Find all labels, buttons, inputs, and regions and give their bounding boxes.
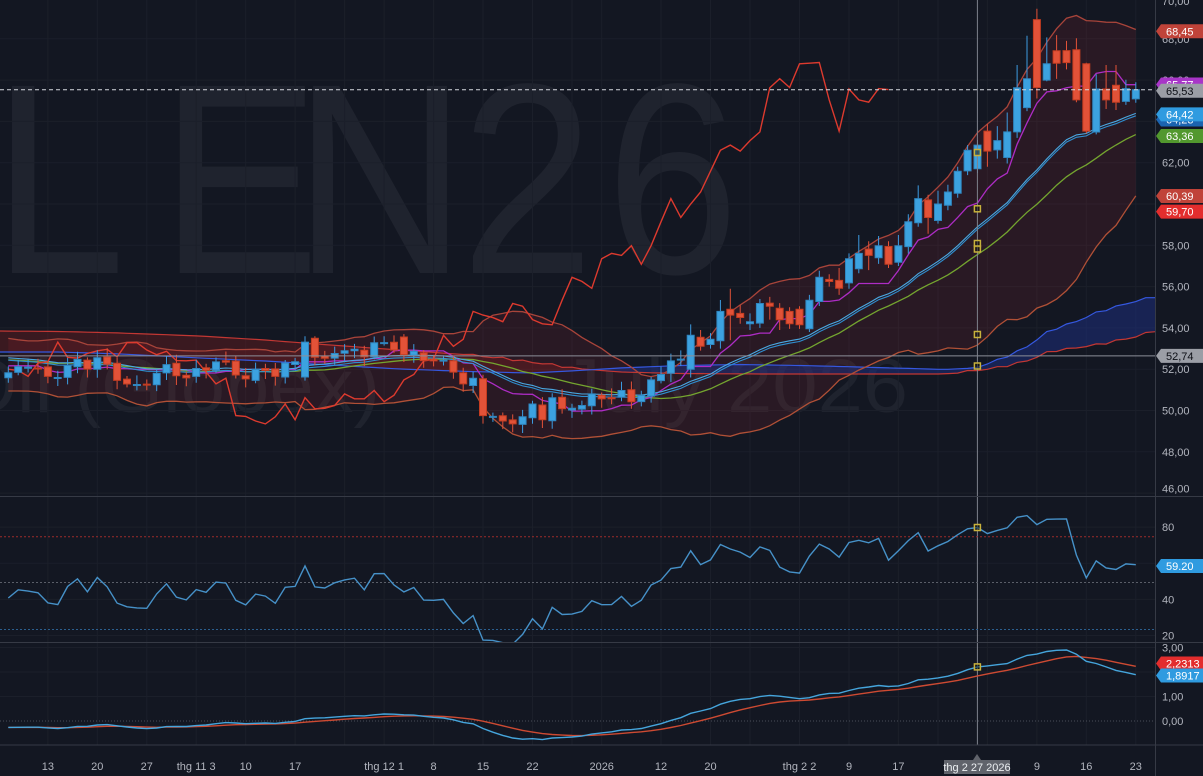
svg-text:2,2313: 2,2313	[1166, 659, 1200, 671]
svg-text:16: 16	[1080, 761, 1092, 773]
svg-text:thg 2 27 2026: thg 2 27 2026	[943, 762, 1010, 774]
svg-text:70,00: 70,00	[1162, 0, 1190, 8]
svg-text:52,00: 52,00	[1162, 364, 1190, 376]
svg-text:52,74: 52,74	[1166, 351, 1194, 363]
svg-text:9: 9	[846, 761, 852, 773]
svg-text:62,00: 62,00	[1162, 158, 1190, 170]
svg-text:65,53: 65,53	[1166, 86, 1194, 98]
svg-text:46,00: 46,00	[1162, 484, 1190, 496]
svg-text:23: 23	[1130, 761, 1142, 773]
svg-text:80: 80	[1162, 522, 1174, 534]
svg-text:2026: 2026	[589, 761, 613, 773]
svg-text:54,00: 54,00	[1162, 323, 1190, 335]
svg-text:48,00: 48,00	[1162, 447, 1190, 459]
svg-text:17: 17	[289, 761, 301, 773]
svg-text:20: 20	[91, 761, 103, 773]
svg-text:thg 11 3: thg 11 3	[177, 761, 216, 773]
svg-text:8: 8	[431, 761, 437, 773]
svg-text:1,00: 1,00	[1162, 692, 1183, 704]
svg-text:L: L	[0, 28, 126, 332]
svg-text:E: E	[160, 28, 320, 332]
svg-text:10: 10	[240, 761, 252, 773]
svg-text:27: 27	[141, 761, 153, 773]
svg-text:17: 17	[892, 761, 904, 773]
svg-text:0,00: 0,00	[1162, 716, 1183, 728]
svg-text:20: 20	[704, 761, 716, 773]
svg-text:58,00: 58,00	[1162, 240, 1190, 252]
svg-text:1,8917: 1,8917	[1166, 671, 1200, 683]
svg-text:63,36: 63,36	[1166, 131, 1194, 143]
svg-text:50,00: 50,00	[1162, 406, 1190, 418]
svg-text:9: 9	[1034, 761, 1040, 773]
svg-text:15: 15	[477, 761, 489, 773]
svg-text:59,70: 59,70	[1166, 207, 1194, 219]
svg-text:3,00: 3,00	[1162, 643, 1183, 655]
svg-text:20: 20	[1162, 631, 1174, 643]
svg-text:July 2026: July 2026	[560, 344, 908, 429]
svg-text:13: 13	[42, 761, 54, 773]
svg-text:59.20: 59.20	[1166, 561, 1194, 573]
svg-text:60,39: 60,39	[1166, 191, 1194, 203]
svg-text:40: 40	[1162, 594, 1174, 606]
svg-text:6: 6	[606, 28, 739, 332]
svg-text:N: N	[294, 28, 467, 332]
svg-text:2: 2	[461, 28, 594, 332]
svg-text:22: 22	[526, 761, 538, 773]
svg-text:64,42: 64,42	[1166, 109, 1194, 121]
svg-text:12: 12	[655, 761, 667, 773]
svg-text:thg 2 2: thg 2 2	[783, 761, 817, 773]
svg-text:thg 12 1: thg 12 1	[364, 761, 404, 773]
svg-text:56,00: 56,00	[1162, 282, 1190, 294]
svg-text:68,45: 68,45	[1166, 26, 1194, 38]
svg-text:Oil (Globex): Oil (Globex)	[0, 344, 380, 429]
